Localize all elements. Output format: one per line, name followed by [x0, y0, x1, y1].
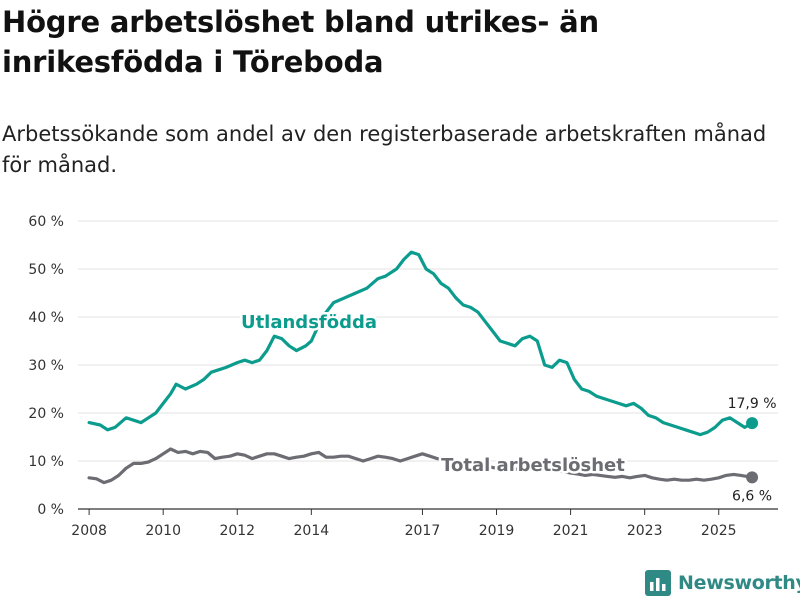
chart-subtitle: Arbetssökande som andel av den registerb… [2, 122, 767, 177]
end-point-total [746, 471, 759, 484]
y-tick-label-10: 10 % [28, 454, 64, 470]
end-point-foreign [746, 417, 759, 430]
series-name-label-foreign: Utlandsfödda [241, 312, 377, 333]
x-tick-label-2012: 2012 [219, 523, 255, 539]
x-tick-label-2025: 2025 [701, 523, 737, 539]
chart-title: Högre arbetslöshet bland utrikes- än inr… [2, 5, 599, 79]
end-label-foreign: 17,9 % [728, 396, 777, 412]
y-tick-label-60: 60 % [28, 214, 64, 230]
y-tick-label-30: 30 % [28, 358, 64, 374]
line-chart: 0 % 10 % 20 % 30 % 40 % 50 % 60 % 2008 2010 2012… [28, 214, 778, 539]
series-line-total [87, 447, 754, 485]
y-tick-label-20: 20 % [28, 406, 64, 422]
y-axis-ticks: 0 % 10 % 20 % 30 % 40 % 50 % 60 % [28, 214, 64, 518]
x-tick-label-2023: 2023 [627, 523, 663, 539]
series-name-label-total: Total arbetslöshet [441, 455, 625, 476]
x-tick-label-2021: 2021 [553, 523, 589, 539]
y-tick-label-50: 50 % [28, 262, 64, 278]
x-tick-label-2014: 2014 [294, 523, 330, 539]
x-tick-label-2008: 2008 [71, 523, 107, 539]
x-axis-ticks: 2008 2010 2012 2014 2017 2019 2021 2023 2025 [71, 509, 737, 539]
newsworthy-logo-icon [645, 570, 671, 596]
series-labels: 17,9 % 6,6 % Utlandsfödda Total arbetslöshe… [238, 310, 777, 505]
brand-logo: Newsworthy [645, 568, 800, 598]
brand-name: Newsworthy [678, 572, 800, 594]
end-label-total: 6,6 % [732, 488, 772, 504]
y-tick-label-0: 0 % [37, 502, 64, 518]
series-line-foreign [87, 250, 754, 437]
x-tick-label-2010: 2010 [145, 523, 181, 539]
x-tick-label-2019: 2019 [479, 523, 515, 539]
x-tick-label-2017: 2017 [405, 523, 441, 539]
series-lines [87, 250, 759, 485]
y-tick-label-40: 40 % [28, 310, 64, 326]
